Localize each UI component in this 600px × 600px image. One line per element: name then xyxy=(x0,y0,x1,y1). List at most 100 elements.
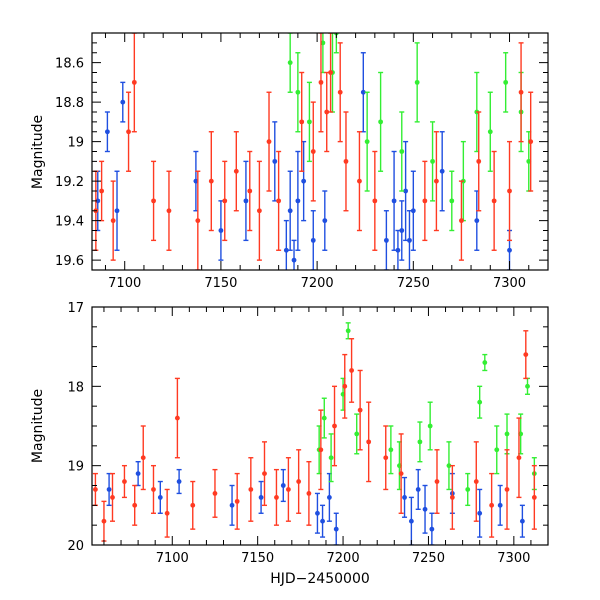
top-red-point xyxy=(458,180,464,261)
top-green-point xyxy=(295,52,301,133)
top-red-point xyxy=(372,150,378,251)
top-red-point xyxy=(276,150,282,251)
top-red-point xyxy=(247,150,253,232)
bottom-blue-point xyxy=(314,492,320,534)
top-x-tick-label: 7250 xyxy=(397,276,430,291)
top-green-point xyxy=(399,111,405,192)
bottom-green-point xyxy=(446,441,452,491)
bottom-x-tick-label: 7300 xyxy=(497,551,530,566)
bottom-x-tick-label: 7100 xyxy=(156,551,189,566)
bottom-green-point xyxy=(477,385,483,419)
top-red-point xyxy=(99,160,105,222)
top-blue-point xyxy=(391,150,397,251)
top-blue-point xyxy=(406,210,412,270)
bottom-red-point xyxy=(261,441,267,507)
bottom-red-point xyxy=(150,464,156,514)
top-red-point xyxy=(318,33,324,133)
top-red-point xyxy=(324,71,330,153)
bottom-red-point xyxy=(516,417,522,499)
bottom-red-point xyxy=(306,461,312,526)
top-red-point xyxy=(233,131,239,212)
bottom-blue-point xyxy=(258,480,264,514)
bottom-green-point xyxy=(345,322,351,340)
bottom-red-point xyxy=(92,472,98,507)
bottom-blue-point xyxy=(280,468,286,503)
bottom-data-points xyxy=(92,322,537,545)
top-plot-frame xyxy=(91,32,549,271)
top-blue-point xyxy=(410,170,416,251)
top-blue-point xyxy=(283,219,289,270)
top-blue-point xyxy=(360,52,366,133)
top-red-point xyxy=(433,131,439,232)
bottom-green-point xyxy=(328,433,334,483)
top-red-point xyxy=(222,160,228,242)
top-green-point xyxy=(364,91,370,192)
bottom-blue-point xyxy=(402,476,408,518)
top-red-point xyxy=(256,160,262,261)
bottom-red-point xyxy=(357,369,363,451)
top-blue-point xyxy=(474,190,480,251)
bottom-blue-point xyxy=(429,512,435,545)
top-blue-point xyxy=(399,200,405,261)
bottom-red-point xyxy=(434,449,440,514)
bottom-green-point xyxy=(504,413,510,455)
bottom-red-point xyxy=(383,425,389,491)
bottom-red-point xyxy=(174,377,180,459)
top-y-ticks: 18.6 18.8 19 19.2 19.4 19.6 xyxy=(55,32,548,271)
bottom-red-point xyxy=(318,409,324,491)
top-series-blue xyxy=(95,52,513,270)
top-blue-point xyxy=(243,160,249,242)
top-green-point xyxy=(430,121,436,202)
top-green-point xyxy=(306,81,312,163)
top-series-red xyxy=(93,33,534,270)
bottom-y-tick-label: 20 xyxy=(67,539,84,554)
top-red-point xyxy=(266,91,272,192)
bottom-blue-point xyxy=(229,484,235,526)
bottom-blue-point xyxy=(176,468,182,495)
bottom-green-point xyxy=(427,401,433,451)
bottom-red-point xyxy=(504,449,510,530)
bottom-blue-point xyxy=(519,504,525,538)
bottom-red-point xyxy=(531,464,537,530)
top-red-point xyxy=(476,111,482,212)
top-green-point xyxy=(449,170,455,232)
top-y-tick-label: 18.6 xyxy=(55,57,84,72)
bottom-green-point xyxy=(388,425,394,475)
bottom-blue-point xyxy=(408,496,414,545)
bottom-red-point xyxy=(296,449,302,514)
bottom-green-point xyxy=(482,353,488,372)
bottom-blue-point xyxy=(422,484,428,534)
bottom-y-tick-label: 17 xyxy=(67,301,84,316)
top-blue-point xyxy=(272,121,278,202)
bottom-series-green xyxy=(316,322,537,507)
bottom-x-axis-label: HJD−2450000 xyxy=(270,571,370,587)
top-x-tick-label: 7150 xyxy=(204,276,237,291)
bottom-y-axis-label: Magnitude xyxy=(30,389,46,463)
bottom-blue-point xyxy=(415,468,421,510)
top-blue-point xyxy=(218,200,224,261)
bottom-red-point xyxy=(101,500,107,542)
top-red-point xyxy=(337,42,343,143)
top-red-point xyxy=(356,131,362,232)
bottom-x-tick-label: 7250 xyxy=(412,551,445,566)
top-series-green xyxy=(287,33,532,232)
top-y-tick-label: 19.2 xyxy=(55,175,84,190)
bottom-red-point xyxy=(332,385,338,467)
top-green-point xyxy=(503,52,509,113)
bottom-x-tick-label: 7200 xyxy=(327,551,360,566)
bottom-series-red xyxy=(92,330,537,542)
bottom-red-point xyxy=(285,457,291,522)
top-x-ticks: 7100 7150 7200 7250 7300 xyxy=(104,33,549,291)
top-red-point xyxy=(518,42,524,143)
top-red-point xyxy=(166,170,172,251)
bottom-red-point xyxy=(234,472,240,530)
top-green-point xyxy=(414,42,420,123)
bottom-green-point xyxy=(417,421,423,463)
bottom-blue-point xyxy=(157,480,163,514)
bottom-green-point xyxy=(465,472,471,507)
top-y-tick-label: 19 xyxy=(67,136,84,151)
top-x-tick-label: 7100 xyxy=(108,276,141,291)
bottom-red-point xyxy=(349,338,355,403)
top-blue-point xyxy=(383,210,389,270)
top-green-point xyxy=(287,33,293,93)
